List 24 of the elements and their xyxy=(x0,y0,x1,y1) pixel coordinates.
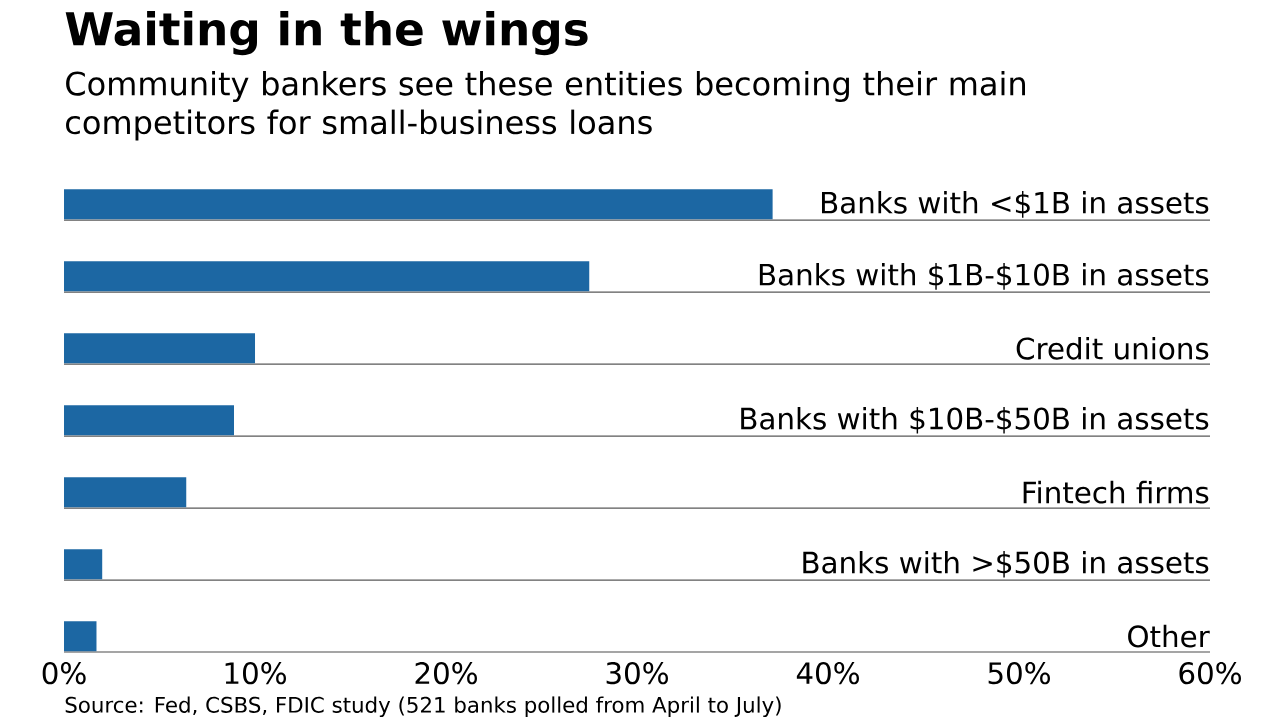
x-tick-label: 30% xyxy=(606,662,668,685)
bar xyxy=(64,189,773,220)
x-tick-label: 40% xyxy=(796,662,859,685)
source-note: Source: Fed, CSBS, FDIC study (521 banks polled from April to July) xyxy=(65,696,781,718)
x-tick-label: 50% xyxy=(988,662,1050,685)
chart-title: Waiting in the wings xyxy=(65,10,588,56)
y-tick-label: Banks with $10B-$50B in assets xyxy=(741,406,1209,434)
chart-subtitle: Community bankers see these entities becoming their main competitors for small-business loans xyxy=(66,70,1025,141)
bar xyxy=(64,333,256,364)
y-tick-label: Banks with $1B-$10B in assets xyxy=(759,263,1209,290)
y-tick-label: Fintech firms xyxy=(1023,480,1209,504)
x-tick-label: 10% xyxy=(225,662,286,685)
bar xyxy=(64,477,187,508)
bar xyxy=(64,549,103,580)
y-tick-label: Other xyxy=(1128,624,1210,648)
x-tick-label: 60% xyxy=(1179,662,1241,685)
bar xyxy=(64,261,590,292)
y-tick-label: Banks with >$50B in assets xyxy=(803,550,1209,578)
bar xyxy=(64,405,234,436)
x-tick-label: 20% xyxy=(415,662,477,685)
x-tick-label: 0% xyxy=(42,662,86,685)
bar xyxy=(64,621,97,652)
y-tick-label: Credit unions xyxy=(1016,336,1209,360)
y-tick-label: Banks with <$1B in assets xyxy=(822,191,1209,218)
